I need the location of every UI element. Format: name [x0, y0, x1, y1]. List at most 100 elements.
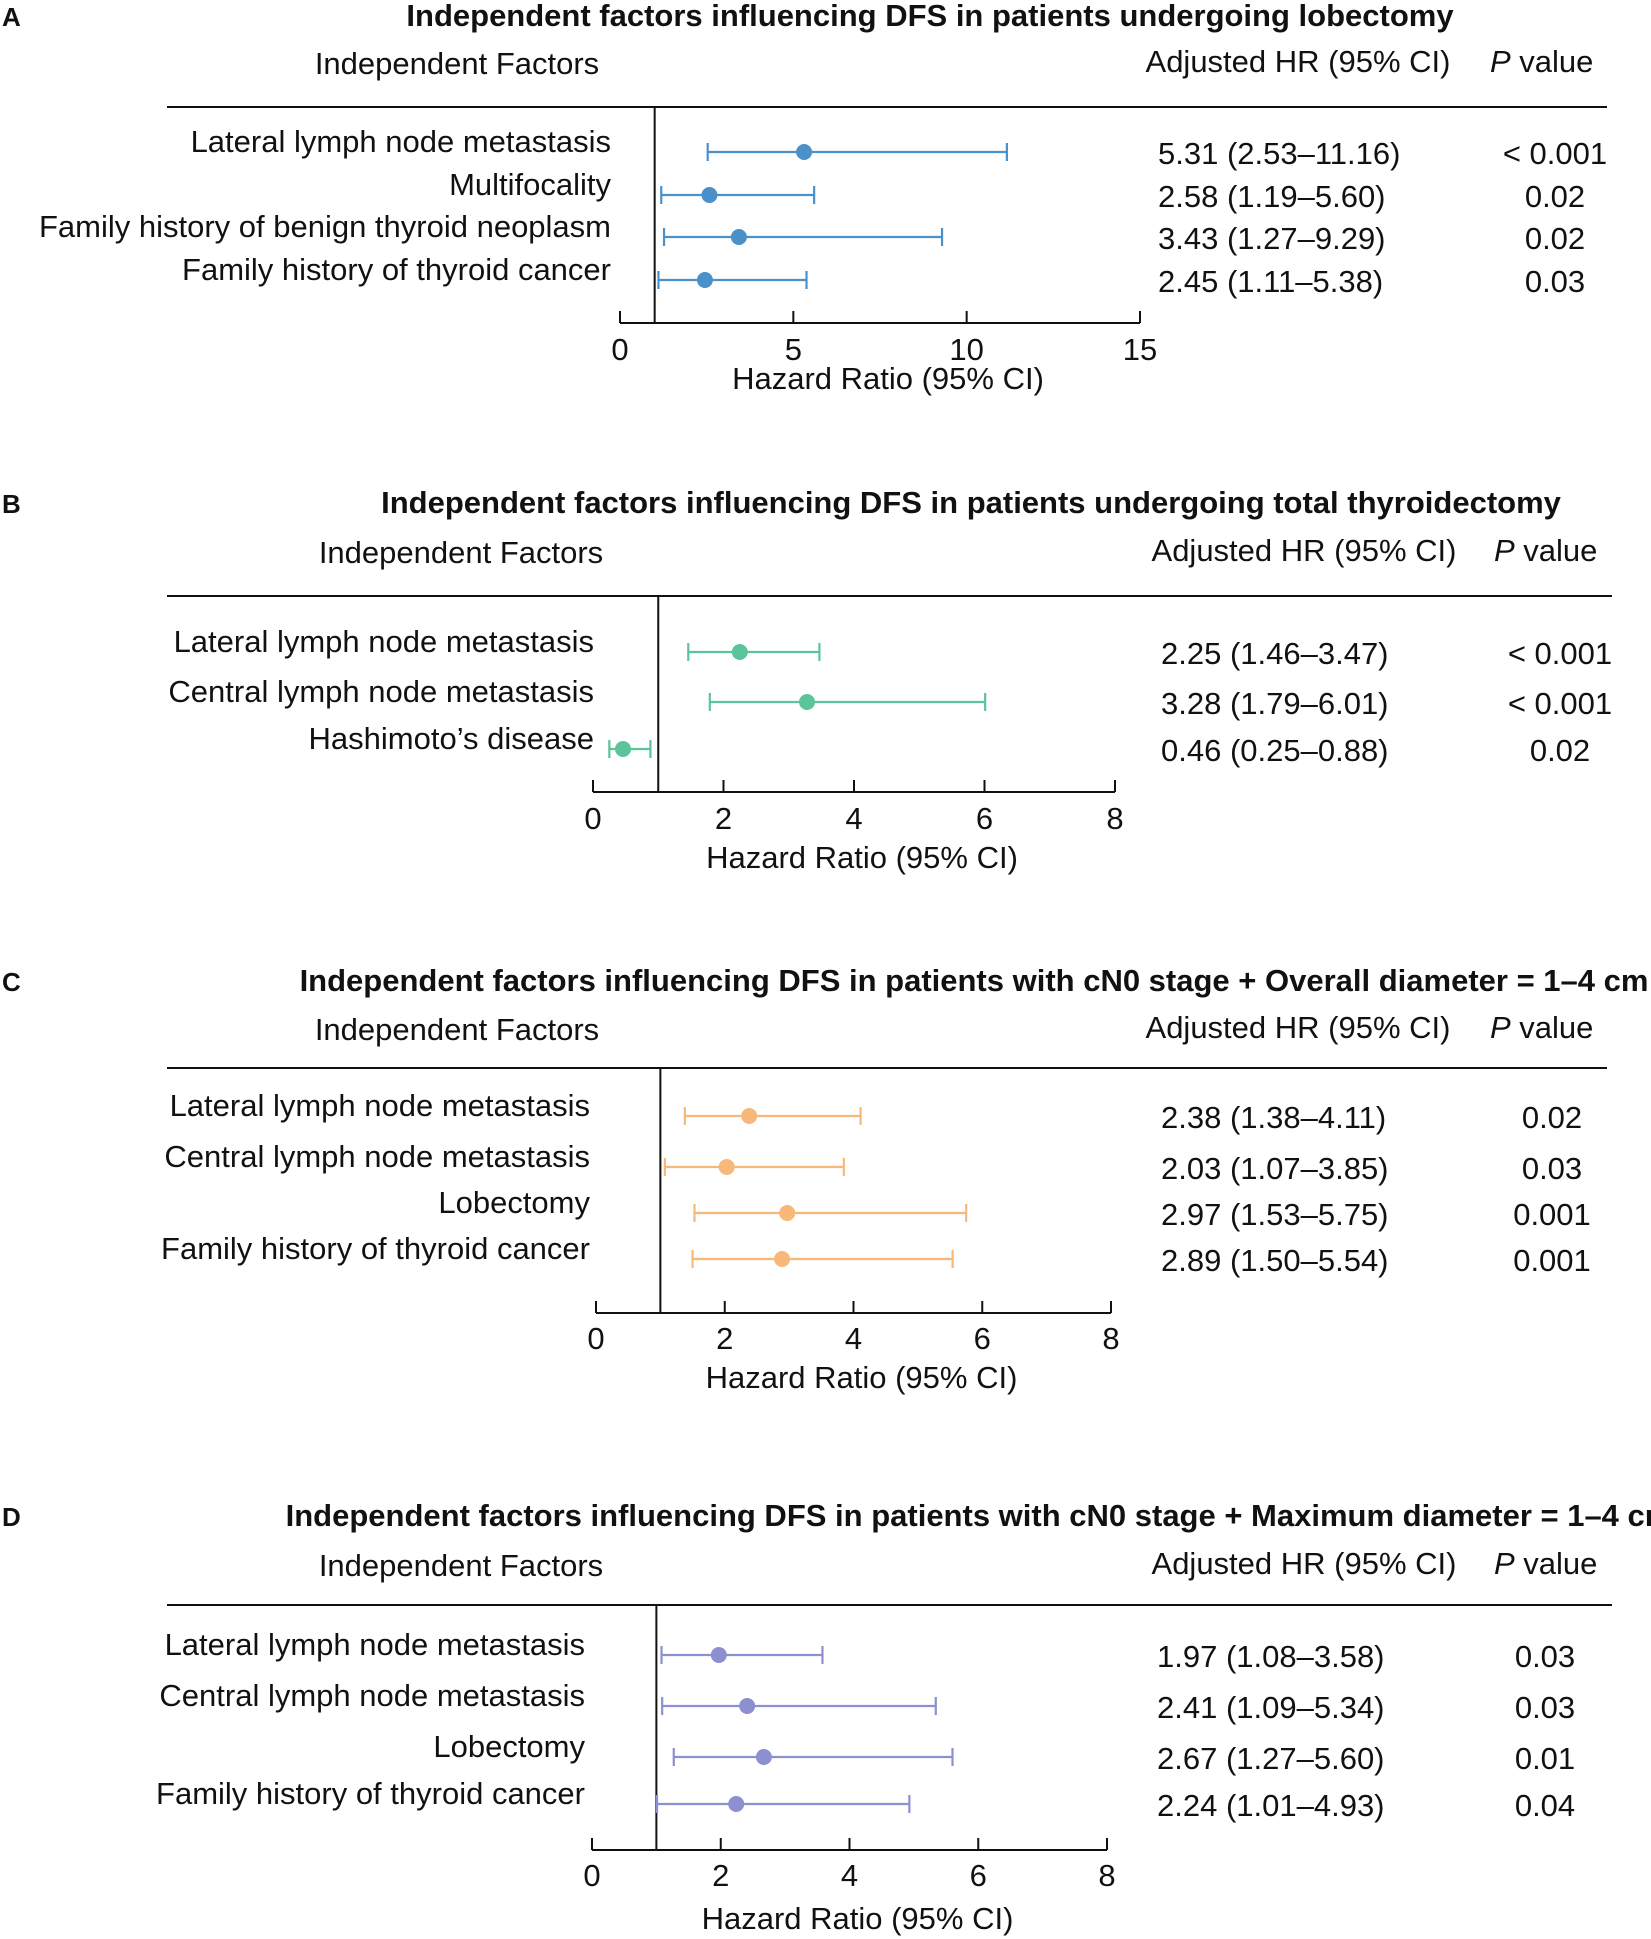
p-value-text: < 0.001	[1508, 636, 1612, 671]
hr-value-text: 0.46 (0.25–0.88)	[1161, 733, 1389, 768]
header-adjusted-hr: Adjusted HR (95% CI)	[1146, 1010, 1451, 1045]
forest-row: Family history of benign thyroid neoplas…	[39, 209, 1585, 256]
p-value-text: 0.03	[1515, 1639, 1575, 1674]
factor-label: Lobectomy	[438, 1185, 590, 1220]
panel-letter: B	[2, 489, 21, 519]
hr-point	[741, 1108, 758, 1124]
panel-b: B Independent factors influencing DFS in …	[2, 485, 1612, 875]
header-p-value: P value	[1494, 1546, 1597, 1581]
factor-label: Hashimoto’s disease	[309, 721, 594, 756]
hr-value-text: 2.25 (1.46–3.47)	[1161, 636, 1389, 671]
x-tick-label: 2	[715, 801, 732, 836]
forest-row: Central lymph node metastasis 3.28 (1.79–…	[168, 674, 1612, 721]
x-tick-label: 8	[1106, 801, 1123, 836]
forest-row: Central lymph node metastasis 2.41 (1.09–…	[159, 1678, 1575, 1725]
panel-title: Independent factors influencing DFS in p…	[286, 1498, 1651, 1533]
p-value-text: < 0.001	[1508, 686, 1612, 721]
hr-point	[755, 1749, 772, 1765]
hr-value-text: 3.43 (1.27–9.29)	[1158, 221, 1386, 256]
panel-letter: A	[2, 2, 21, 32]
hr-value-text: 2.41 (1.09–5.34)	[1157, 1690, 1385, 1725]
x-tick-label: 0	[587, 1321, 604, 1356]
x-tick-label: 6	[976, 801, 993, 836]
hr-point	[718, 1159, 735, 1175]
p-value-text: 0.02	[1525, 179, 1585, 214]
forest-row: Multifocality 2.58 (1.19–5.60) 0.02	[449, 167, 1585, 214]
hr-value-text: 5.31 (2.53–11.16)	[1158, 136, 1400, 171]
hr-value-text: 2.67 (1.27–5.60)	[1157, 1741, 1385, 1776]
factor-label: Lateral lymph node metastasis	[165, 1627, 585, 1662]
p-value-text: 0.02	[1530, 733, 1590, 768]
x-tick-label: 15	[1123, 332, 1157, 367]
hr-value-text: 2.97 (1.53–5.75)	[1161, 1197, 1389, 1232]
hr-value-text: 2.58 (1.19–5.60)	[1158, 179, 1386, 214]
hr-value-text: 1.97 (1.08–3.58)	[1157, 1639, 1385, 1674]
hr-point	[739, 1698, 756, 1714]
x-tick-label: 8	[1098, 1858, 1115, 1893]
x-tick-label: 6	[974, 1321, 991, 1356]
hr-value-text: 3.28 (1.79–6.01)	[1161, 686, 1389, 721]
panel-a: A Independent factors influencing DFS in …	[2, 0, 1607, 396]
panel-d: D Independent factors influencing DFS in …	[2, 1498, 1651, 1936]
hr-value-text: 2.03 (1.07–3.85)	[1161, 1151, 1389, 1186]
hr-point	[696, 272, 713, 288]
forest-row: Family history of thyroid cancer 2.89 (1.…	[161, 1231, 1591, 1278]
forest-row: Lobectomy 2.97 (1.53–5.75) 0.001	[438, 1185, 1590, 1232]
x-tick-label: 0	[611, 332, 628, 367]
x-tick-label: 5	[785, 332, 802, 367]
forest-row: Family history of thyroid cancer 2.45 (1.…	[182, 252, 1585, 299]
x-axis-title: Hazard Ratio (95% CI)	[702, 1901, 1014, 1936]
header-adjusted-hr: Adjusted HR (95% CI)	[1146, 44, 1451, 79]
factor-label: Lobectomy	[433, 1729, 585, 1764]
header-independent-factors: Independent Factors	[315, 46, 599, 81]
factor-label: Central lymph node metastasis	[168, 674, 594, 709]
factor-label: Central lymph node metastasis	[164, 1139, 590, 1174]
p-value-text: 0.02	[1522, 1100, 1582, 1135]
p-value-text: 0.03	[1522, 1151, 1582, 1186]
x-tick-label: 4	[841, 1858, 858, 1893]
header-p-value: P value	[1490, 1010, 1593, 1045]
forest-row: Lateral lymph node metastasis 2.38 (1.38–…	[170, 1088, 1583, 1135]
x-tick-label: 4	[845, 801, 862, 836]
factor-label: Lateral lymph node metastasis	[191, 124, 611, 159]
p-value-text: 0.03	[1515, 1690, 1575, 1725]
x-tick-label: 6	[970, 1858, 987, 1893]
factor-label: Family history of thyroid cancer	[156, 1776, 585, 1811]
forest-row: Lobectomy 2.67 (1.27–5.60) 0.01	[433, 1729, 1575, 1776]
x-axis-title: Hazard Ratio (95% CI)	[706, 1360, 1018, 1395]
forest-row: Hashimoto’s disease 0.46 (0.25–0.88) 0.02	[309, 721, 1591, 768]
header-adjusted-hr: Adjusted HR (95% CI)	[1152, 533, 1457, 568]
x-tick-label: 8	[1102, 1321, 1119, 1356]
hr-point	[615, 741, 632, 757]
p-value-text: 0.04	[1515, 1788, 1575, 1823]
factor-label: Multifocality	[449, 167, 611, 202]
hr-point	[710, 1647, 727, 1663]
p-value-text: 0.02	[1525, 221, 1585, 256]
header-independent-factors: Independent Factors	[319, 1548, 603, 1583]
factor-label: Family history of benign thyroid neoplas…	[39, 209, 611, 244]
forest-row: Central lymph node metastasis 2.03 (1.07–…	[164, 1139, 1582, 1186]
x-tick-label: 2	[712, 1858, 729, 1893]
panel-title: Independent factors influencing DFS in p…	[406, 0, 1454, 33]
hr-point	[728, 1796, 745, 1812]
header-adjusted-hr: Adjusted HR (95% CI)	[1152, 1546, 1457, 1581]
x-tick-label: 10	[949, 332, 983, 367]
hr-point	[774, 1251, 791, 1267]
x-tick-label: 4	[845, 1321, 862, 1356]
forest-row: Family history of thyroid cancer 2.24 (1.…	[156, 1776, 1575, 1823]
hr-value-text: 2.89 (1.50–5.54)	[1161, 1243, 1389, 1278]
hr-point	[731, 644, 748, 660]
forest-row: Lateral lymph node metastasis 1.97 (1.08–…	[165, 1627, 1576, 1674]
factor-label: Lateral lymph node metastasis	[174, 624, 594, 659]
x-tick-label: 0	[584, 801, 601, 836]
x-tick-label: 0	[583, 1858, 600, 1893]
hr-point	[779, 1205, 796, 1221]
x-tick-label: 2	[716, 1321, 733, 1356]
header-independent-factors: Independent Factors	[319, 535, 603, 570]
panel-title: Independent factors influencing DFS in p…	[300, 963, 1649, 998]
panel-c: C Independent factors influencing DFS in …	[2, 963, 1648, 1395]
p-value-text: 0.03	[1525, 264, 1585, 299]
p-value-text: 0.001	[1513, 1243, 1591, 1278]
p-value-text: 0.001	[1513, 1197, 1591, 1232]
